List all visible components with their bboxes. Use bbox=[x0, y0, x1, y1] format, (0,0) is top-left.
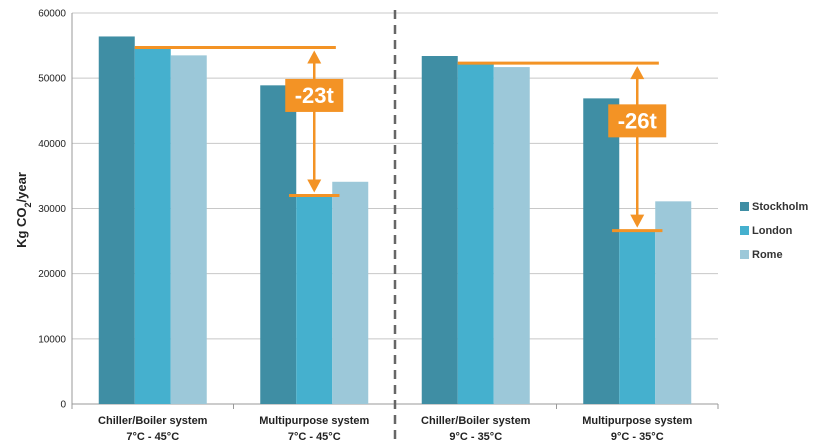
bar-rome bbox=[170, 55, 207, 404]
y-axis-label: Kg CO2/year bbox=[14, 172, 33, 248]
legend-label: London bbox=[752, 225, 793, 237]
difference-callout-label: -23t bbox=[295, 83, 335, 108]
y-tick-label: 10000 bbox=[38, 334, 66, 345]
arrow-head-up bbox=[630, 66, 645, 80]
legend-swatch bbox=[740, 250, 749, 259]
bar-rome bbox=[655, 201, 692, 404]
category-label-line1: Multipurpose system bbox=[582, 415, 692, 427]
difference-callout-box bbox=[608, 104, 667, 138]
difference-callout-box bbox=[285, 78, 344, 112]
bar-london bbox=[619, 230, 656, 404]
bar-london bbox=[134, 48, 171, 404]
bar-stockholm bbox=[583, 98, 620, 404]
legend-label: Rome bbox=[752, 249, 783, 261]
y-tick-label: 30000 bbox=[38, 204, 66, 215]
arrow-head-down bbox=[307, 179, 322, 193]
bar-london bbox=[457, 63, 494, 405]
bar-london bbox=[296, 195, 333, 404]
category-label-line1: Multipurpose system bbox=[259, 415, 369, 427]
legend-label: Stockholm bbox=[752, 201, 808, 213]
category-label-line2: 9°C - 35°C bbox=[611, 431, 664, 443]
bar-stockholm bbox=[421, 56, 458, 404]
y-tick-labels: 0 10000 20000 30000 40000 50000 60000 bbox=[38, 9, 66, 411]
annotations: -23t -26t bbox=[134, 46, 667, 233]
arrow-head-down bbox=[630, 214, 645, 228]
bar-rome bbox=[332, 181, 369, 404]
y-tick-label: 20000 bbox=[38, 269, 66, 280]
category-label-line2: 9°C - 35°C bbox=[449, 431, 502, 443]
bar-stockholm bbox=[260, 85, 297, 405]
bar-stockholm bbox=[98, 36, 135, 405]
y-tick-label: 40000 bbox=[38, 139, 66, 150]
y-tick-label: 0 bbox=[60, 400, 66, 411]
bars bbox=[98, 36, 692, 405]
legend-swatch bbox=[740, 226, 749, 235]
difference-callout-label: -26t bbox=[618, 108, 658, 133]
y-tick-label: 60000 bbox=[38, 9, 66, 20]
category-label-line1: Chiller/Boiler system bbox=[421, 415, 531, 427]
legend: Stockholm London Rome bbox=[740, 201, 808, 261]
legend-swatch bbox=[740, 202, 749, 211]
category-label-line1: Chiller/Boiler system bbox=[98, 415, 208, 427]
arrow-head-up bbox=[307, 50, 322, 64]
category-label-line2: 7°C - 45°C bbox=[126, 431, 179, 443]
y-tick-label: 50000 bbox=[38, 74, 66, 85]
bar-rome bbox=[493, 67, 530, 405]
category-labels: Chiller/Boiler system 7°C - 45°C Multipurp… bbox=[98, 415, 692, 443]
category-label-line2: 7°C - 45°C bbox=[288, 431, 341, 443]
